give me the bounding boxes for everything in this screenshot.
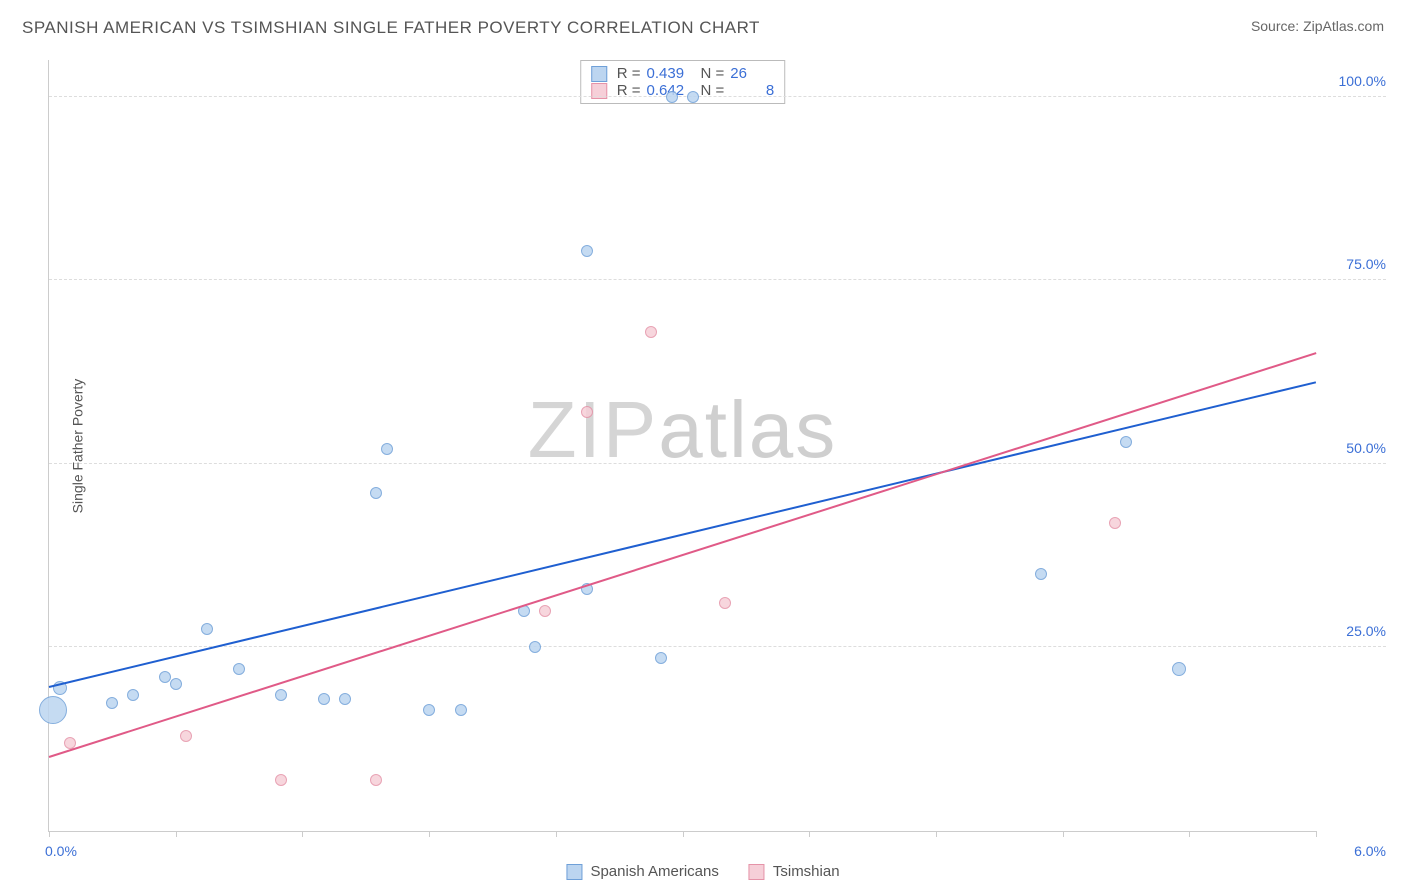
scatter-point [581,406,593,418]
scatter-point [529,641,541,653]
legend: Spanish Americans Tsimshian [566,863,839,880]
scatter-point [275,689,287,701]
scatter-point [655,652,667,664]
watermark-atlas: atlas [658,385,837,474]
legend-swatch-a [566,864,582,880]
x-axis-min-label: 0.0% [45,843,77,859]
y-tick-label: 100.0% [1339,73,1386,89]
stats-row-series-a: R = 0.439 N = 26 [591,65,775,82]
stat-r-value-a: 0.439 [647,65,691,82]
scatter-point [1035,568,1047,580]
scatter-point [423,704,435,716]
stat-n-label: N = [701,65,725,82]
chart-plot-area: ZIPatlas R = 0.439 N = 26 R = 0.642 N = … [48,60,1316,832]
gridline [49,463,1386,464]
y-tick-label: 25.0% [1346,623,1386,639]
correlation-stats-box: R = 0.439 N = 26 R = 0.642 N = 8 [580,60,786,104]
trend-line [49,352,1317,758]
scatter-point [719,597,731,609]
x-tick [176,831,177,837]
scatter-point [170,678,182,690]
swatch-series-a [591,66,607,82]
scatter-point [39,696,67,724]
legend-item-a: Spanish Americans [566,863,718,880]
scatter-point [666,91,678,103]
scatter-point [1172,662,1186,676]
gridline [49,646,1386,647]
stat-r-label: R = [617,65,641,82]
x-tick [683,831,684,837]
scatter-point [370,487,382,499]
scatter-point [381,443,393,455]
scatter-point [127,689,139,701]
scatter-point [370,774,382,786]
scatter-point [201,623,213,635]
y-tick-label: 50.0% [1346,440,1386,456]
stat-n-value-a: 26 [730,65,774,82]
legend-swatch-b [749,864,765,880]
source-label: Source: ZipAtlas.com [1251,18,1384,34]
scatter-point [1120,436,1132,448]
gridline [49,96,1386,97]
x-tick [49,831,50,837]
scatter-point [645,326,657,338]
scatter-point [539,605,551,617]
x-tick [936,831,937,837]
x-tick [556,831,557,837]
scatter-point [318,693,330,705]
scatter-point [180,730,192,742]
x-tick [1189,831,1190,837]
scatter-point [275,774,287,786]
scatter-point [1109,517,1121,529]
legend-item-b: Tsimshian [749,863,840,880]
scatter-point [233,663,245,675]
x-tick [429,831,430,837]
x-tick [1063,831,1064,837]
gridline [49,279,1386,280]
watermark-zip: ZIP [528,385,658,474]
chart-title: SPANISH AMERICAN VS TSIMSHIAN SINGLE FAT… [22,18,760,38]
x-tick [1316,831,1317,837]
y-tick-label: 75.0% [1346,256,1386,272]
trend-line [49,381,1316,688]
x-tick [809,831,810,837]
x-axis-max-label: 6.0% [1354,843,1386,859]
legend-label-b: Tsimshian [773,863,840,880]
scatter-point [455,704,467,716]
scatter-point [581,245,593,257]
legend-label-a: Spanish Americans [590,863,718,880]
scatter-point [106,697,118,709]
x-tick [302,831,303,837]
scatter-point [687,91,699,103]
scatter-point [339,693,351,705]
